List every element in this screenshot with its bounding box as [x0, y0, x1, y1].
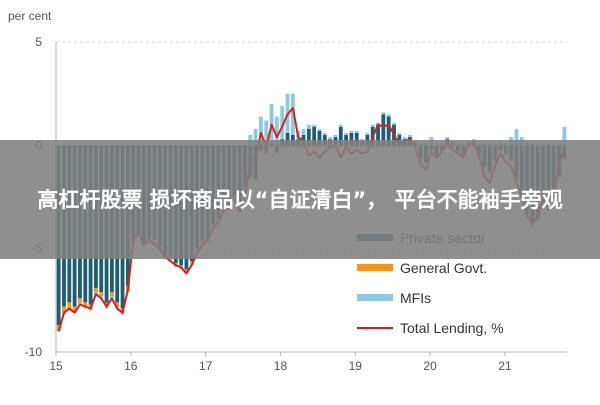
bar-mfis — [370, 124, 375, 127]
bar-general-govt — [67, 302, 72, 309]
bar-general-govt — [184, 269, 189, 272]
y-tick-label: -10 — [25, 345, 43, 359]
x-tick-label: 15 — [49, 359, 63, 373]
bar-private-sector — [386, 116, 391, 146]
bar-mfis — [344, 132, 349, 135]
bar-mfis — [259, 116, 263, 146]
legend-mfis-swatch — [357, 294, 393, 301]
y-axis-label: per cent — [8, 9, 52, 23]
bar-mfis — [78, 302, 82, 305]
bar-private-sector — [285, 132, 290, 146]
x-tick-label: 18 — [274, 359, 288, 373]
bar-mfis — [514, 128, 519, 146]
bar-general-govt — [72, 306, 77, 311]
legend-general-govt-label: General Govt. — [400, 260, 487, 276]
bar-mfis — [269, 104, 274, 144]
bar-general-govt — [56, 325, 61, 330]
bar-mfis — [397, 132, 402, 135]
bar-mfis — [322, 132, 327, 135]
bar-mfis — [94, 292, 98, 295]
bar-mfis — [317, 128, 322, 131]
bar-mfis — [312, 124, 317, 127]
bar-general-govt — [109, 292, 114, 297]
bar-mfis — [354, 130, 359, 133]
x-tick-label: 20 — [423, 359, 437, 373]
bar-mfis — [88, 308, 93, 311]
bar-mfis — [290, 93, 295, 135]
bar-mfis — [381, 112, 386, 115]
bar-mfis — [328, 137, 333, 140]
bar-mfis — [445, 137, 450, 140]
bar-mfis — [280, 106, 285, 140]
bar-mfis — [253, 128, 258, 146]
headline-text: 高杠杆股票 损坏商品以“自证清白”， 平台不能袖手旁观 — [37, 187, 563, 212]
bar-mfis — [120, 312, 125, 315]
bar-general-govt — [62, 306, 66, 313]
x-tick-label: 16 — [124, 359, 138, 373]
bar-mfis — [301, 128, 306, 135]
x-tick-label: 17 — [199, 359, 213, 373]
bar-private-sector — [349, 132, 354, 146]
bar-general-govt — [78, 298, 82, 303]
bar-mfis — [104, 306, 109, 309]
bar-mfis — [562, 126, 567, 146]
bar-private-sector — [381, 114, 386, 146]
bar-mfis — [376, 122, 380, 125]
bar-private-sector — [376, 124, 380, 146]
legend-total-lending-label: Total Lending, % — [400, 320, 504, 336]
bar-mfis — [402, 137, 407, 140]
y-tick-label: 5 — [35, 35, 42, 49]
bar-general-govt — [104, 302, 109, 307]
bar-mfis — [386, 114, 391, 117]
bar-private-sector — [306, 128, 311, 146]
bar-mfis — [349, 130, 354, 133]
bar-mfis — [274, 116, 279, 146]
x-tick-labels: 15 16 17 18 19 20 21 — [49, 359, 512, 373]
bar-general-govt — [94, 287, 98, 293]
bar-mfis — [338, 124, 343, 127]
bar-mfis — [109, 296, 114, 299]
bar-mfis — [83, 306, 88, 309]
bar-private-sector — [312, 126, 317, 146]
bar-general-govt — [83, 302, 88, 307]
bar-private-sector — [317, 130, 322, 146]
bar-private-sector — [338, 126, 343, 146]
bar-mfis — [392, 122, 396, 125]
legend-general-govt-swatch — [357, 264, 393, 271]
bar-general-govt — [99, 292, 104, 297]
bar-private-sector — [354, 132, 359, 146]
bar-mfis — [408, 135, 412, 138]
headline-banner[interactable]: 高杠杆股票 损坏商品以“自证清白”， 平台不能袖手旁观 — [0, 140, 600, 259]
bar-mfis — [365, 132, 370, 135]
bar-general-govt — [115, 302, 120, 307]
bar-mfis — [306, 124, 311, 129]
x-tick-label: 21 — [498, 359, 512, 373]
bar-mfis — [333, 135, 338, 138]
bar-mfis — [264, 120, 269, 146]
legend-mfis-label: MFIs — [400, 290, 431, 306]
bar-general-govt — [189, 261, 194, 264]
x-tick-label: 19 — [349, 359, 363, 373]
